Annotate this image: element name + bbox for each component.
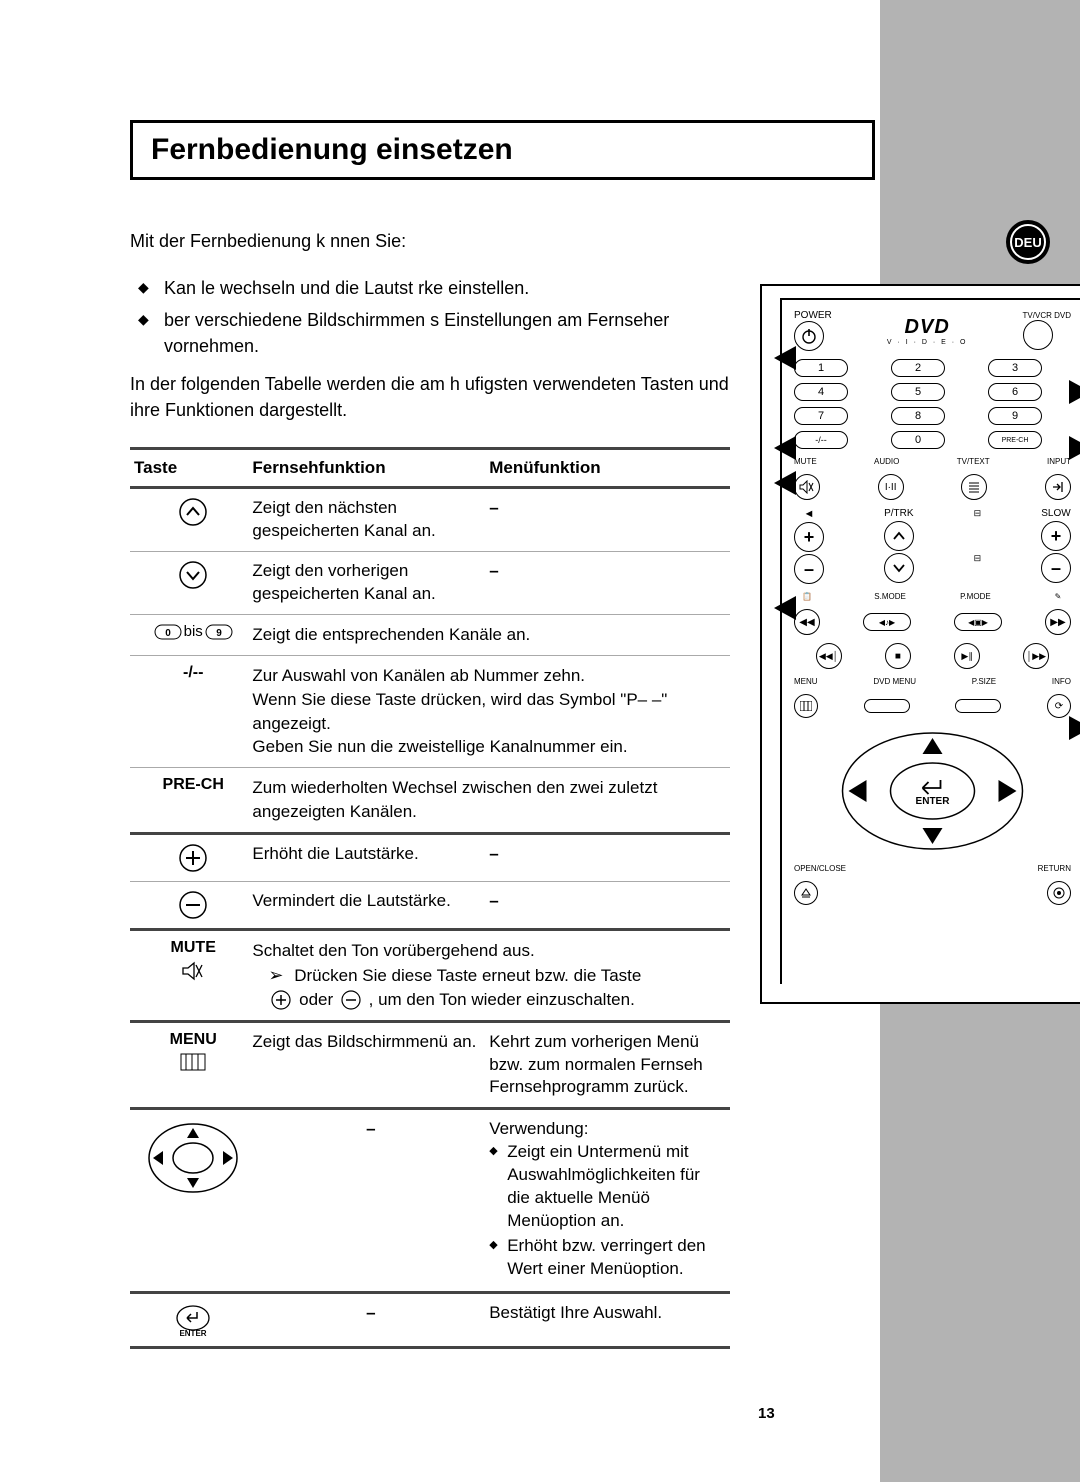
language-badge: DEU	[1006, 220, 1050, 264]
plus-inline-icon	[270, 989, 292, 1011]
page-title-box: Fernbedienung einsetzen	[130, 120, 875, 180]
row-prech: PRE-CH Zum wiederholten Wechsel zwischen…	[130, 768, 730, 832]
slow-minus-icon: –	[1041, 553, 1071, 583]
note-text: In der folgenden Tabelle werden die am h…	[130, 371, 730, 423]
th-menu: Menüfunktion	[489, 458, 726, 478]
rewind-icon: ◀◀	[794, 609, 820, 635]
remote-diagram: POWER DVD V · I · D · E · O TV/VCR DVD	[760, 284, 1080, 1004]
mode-label: TV/VCR DVD	[1023, 311, 1071, 320]
svg-text:ENTER: ENTER	[180, 1329, 207, 1338]
pointer-icon: ➢	[268, 963, 283, 988]
svg-text:0: 0	[165, 628, 171, 639]
th-tv: Fernsehfunktion	[252, 458, 489, 478]
mode-button-icon	[1023, 320, 1053, 350]
input-btn-icon	[1045, 474, 1071, 500]
mute-icon	[181, 961, 205, 981]
row-menu: MENU Zeigt das Bildschirmmenü an. Kehrt …	[130, 1023, 730, 1108]
channel-down-icon	[178, 560, 208, 590]
row-dpad: – Verwendung: Zeigt ein Untermenü mit Au…	[130, 1110, 730, 1291]
mute-btn-icon	[794, 474, 820, 500]
eject-icon	[794, 881, 818, 905]
function-table: Taste Fernsehfunktion Menüfunktion Zeigt…	[130, 447, 730, 1348]
svg-text:DEU: DEU	[1014, 235, 1041, 250]
playpause-icon: ▶∥	[954, 643, 980, 669]
digit-0-icon: 0	[154, 624, 182, 640]
row-mute: MUTE Schaltet den Ton vorübergehend aus.…	[130, 931, 730, 1020]
intro-text: Mit der Fernbedienung k nnen Sie:	[130, 228, 730, 255]
dvd-logo: DVD V · I · D · E · O	[887, 316, 968, 346]
row-vol-down: Vermindert die Lautstärke. –	[130, 882, 730, 928]
dpad-icon	[143, 1118, 243, 1198]
stop-icon: ■	[885, 643, 911, 669]
vol-plus-icon: +	[794, 522, 824, 552]
enter-icon: ENTER	[175, 1302, 211, 1338]
dash-desc: Zur Auswahl von Kanälen ab Nummer zehn. …	[252, 664, 726, 759]
intro-bullets: Kan le wechseln und die Lautst rke einst…	[130, 275, 730, 359]
svg-text:9: 9	[216, 628, 222, 639]
forward-icon: ▶▶	[1045, 609, 1071, 635]
svg-text:ENTER: ENTER	[916, 796, 951, 807]
ch-up-btn-icon	[884, 521, 914, 551]
volume-down-icon	[178, 890, 208, 920]
volume-up-icon	[178, 843, 208, 873]
channel-up-icon	[178, 497, 208, 527]
pmode-btn-icon: ◀▣▶	[954, 613, 1002, 631]
row-vol-up: Erhöht die Lautstärke. –	[130, 835, 730, 881]
smode-btn-icon: ◀♪▶	[863, 613, 911, 631]
bullet-1: Kan le wechseln und die Lautst rke einst…	[164, 275, 730, 301]
row-ch-down: Zeigt den vorherigen gespeicherten Kanal…	[130, 552, 730, 614]
menu-btn-icon	[794, 694, 818, 718]
page-number: 13	[758, 1405, 775, 1422]
dpad-diagram: ENTER	[794, 726, 1071, 856]
bullet-2: ber verschiedene Bildschirmmen s Einstel…	[164, 307, 730, 359]
tvtext-btn-icon	[961, 474, 987, 500]
vol-minus-icon: –	[794, 554, 824, 584]
slow-plus-icon: +	[1041, 521, 1071, 551]
ch-down-btn-icon	[884, 553, 914, 583]
power-button-icon	[794, 321, 824, 351]
row-ch-up: Zeigt den nächsten gespeicherten Kanal a…	[130, 489, 730, 551]
digit-9-icon: 9	[205, 624, 233, 640]
minus-inline-icon	[340, 989, 362, 1011]
next-icon: │▶▶	[1023, 643, 1049, 669]
info-btn-icon: ⟳	[1047, 694, 1071, 718]
return-icon	[1047, 881, 1071, 905]
row-enter: ENTER – Bestätigt Ihre Auswahl.	[130, 1294, 730, 1346]
numpad: 1 2 3 4 5 6 7 8 9 -/-- 0 PRE-CH	[794, 359, 1071, 449]
page-title: Fernbedienung einsetzen	[151, 133, 854, 167]
menu-icon	[180, 1053, 206, 1071]
prev-icon: ◀◀│	[816, 643, 842, 669]
power-label: POWER	[794, 310, 832, 321]
row-dash: -/-- Zur Auswahl von Kanälen ab Nummer z…	[130, 656, 730, 767]
audio-btn-icon: I·II	[878, 474, 904, 500]
th-key: Taste	[134, 458, 252, 478]
row-digits: 0 bis 9 Zeigt die entsprechenden Kanäle …	[130, 615, 730, 655]
